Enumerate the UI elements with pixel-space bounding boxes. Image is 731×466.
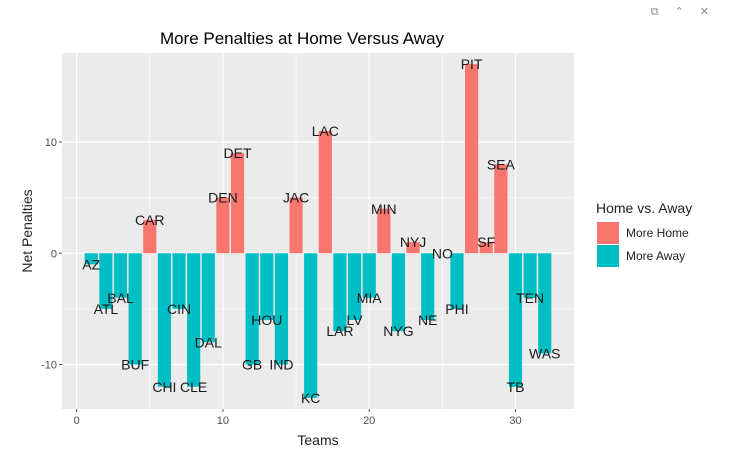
x-axis-ticks: 0 10 20 30 <box>74 409 522 427</box>
bar-label-det: DET <box>224 145 252 161</box>
bar-label-no: NO <box>432 245 453 261</box>
bar-atl <box>99 253 113 309</box>
bar-label-den: DEN <box>208 190 238 206</box>
window-controls: ⧉ ⌃ ✕ <box>651 6 709 18</box>
x-tick-label: 20 <box>363 415 375 427</box>
y-tick-label: -10 <box>41 360 57 372</box>
bar-phi <box>450 253 464 309</box>
bar-gb <box>245 253 259 365</box>
bar-label-chi: CHI <box>152 379 176 395</box>
legend-title: Home vs. Away <box>596 200 692 216</box>
bar-label-nyg: NYG <box>383 323 413 339</box>
bar-ind <box>274 253 289 365</box>
x-tick-label: 30 <box>509 415 521 427</box>
bar-az <box>84 253 98 265</box>
close-icon[interactable]: ✕ <box>699 5 709 18</box>
y-axis-title: Net Penalties <box>19 189 35 272</box>
bar-label-kc: KC <box>301 390 320 406</box>
bar-cin <box>172 253 186 309</box>
bar-label-ind: IND <box>269 357 293 373</box>
bar-mia <box>362 253 376 298</box>
bar-kc <box>304 253 318 398</box>
bar-label-phi: PHI <box>445 301 468 317</box>
legend-label: More Away <box>626 249 685 263</box>
x-tick-label: 10 <box>217 415 229 427</box>
bar-label-car: CAR <box>135 212 165 228</box>
bar-label-ten: TEN <box>516 290 544 306</box>
legend: Home vs. Away More Home More Away <box>596 200 692 267</box>
y-tick-label: 10 <box>45 137 57 149</box>
bar-car <box>143 219 157 254</box>
bar-label-lar: LAR <box>326 323 353 339</box>
x-axis-title: Teams <box>297 432 338 448</box>
bar-chi <box>157 253 171 387</box>
bar-label-min: MIN <box>371 201 397 217</box>
bar-ne <box>421 253 435 320</box>
bar-nyg <box>391 253 406 332</box>
bar-nyj <box>406 242 420 254</box>
bar-label-az: AZ <box>82 256 100 272</box>
bar-label-buf: BUF <box>121 357 149 373</box>
bar-jac <box>289 197 303 254</box>
bar-label-ne: NE <box>418 312 437 328</box>
bar-cle <box>187 253 201 387</box>
x-tick-label: 0 <box>74 415 80 427</box>
y-axis-ticks: -10 0 10 <box>41 137 62 372</box>
bar-label-cle: CLE <box>180 379 207 395</box>
chart-title: More Penalties at Home Versus Away <box>160 29 445 48</box>
bar-lv <box>347 253 362 320</box>
bar-label-sea: SEA <box>487 156 516 172</box>
copy-icon[interactable]: ⧉ <box>650 5 659 18</box>
bar-lar <box>333 253 347 332</box>
bar-label-was: WAS <box>529 345 560 361</box>
bar-label-sf: SF <box>477 234 495 250</box>
bar-label-hou: HOU <box>251 312 282 328</box>
bars <box>84 64 552 398</box>
legend-key-more-away <box>597 245 619 267</box>
bar-buf <box>128 253 142 365</box>
bar-min <box>377 208 391 254</box>
bar-was <box>538 253 552 354</box>
bar-bal <box>113 253 128 298</box>
legend-key-more-home <box>597 222 619 244</box>
bar-lac <box>318 130 332 254</box>
bar-label-cin: CIN <box>167 301 191 317</box>
bar-label-jac: JAC <box>283 190 309 206</box>
bar-label-pit: PIT <box>461 56 483 72</box>
bar-label-nyj: NYJ <box>400 234 426 250</box>
bar-hou <box>260 253 274 320</box>
bar-sea <box>494 164 508 254</box>
bar-tb <box>508 253 523 387</box>
bar-label-dal: DAL <box>195 334 222 350</box>
bar-label-bal: BAL <box>107 290 134 306</box>
bar-label-atl: ATL <box>94 301 119 317</box>
bar-den <box>216 197 230 254</box>
bar-label-lac: LAC <box>312 123 339 139</box>
bar-label-tb: TB <box>507 379 525 395</box>
bar-ten <box>523 253 537 298</box>
bar-dal <box>201 253 215 343</box>
chevron-up-icon[interactable]: ⌃ <box>674 5 684 18</box>
bar-sf <box>479 242 493 254</box>
y-tick-label: 0 <box>51 248 57 260</box>
bar-label-lv: LV <box>347 312 364 328</box>
bar-label-mia: MIA <box>357 290 383 306</box>
legend-label: More Home <box>626 226 689 240</box>
bar-det <box>230 153 245 254</box>
bar-label-gb: GB <box>242 357 262 373</box>
bar-pit <box>465 64 479 254</box>
